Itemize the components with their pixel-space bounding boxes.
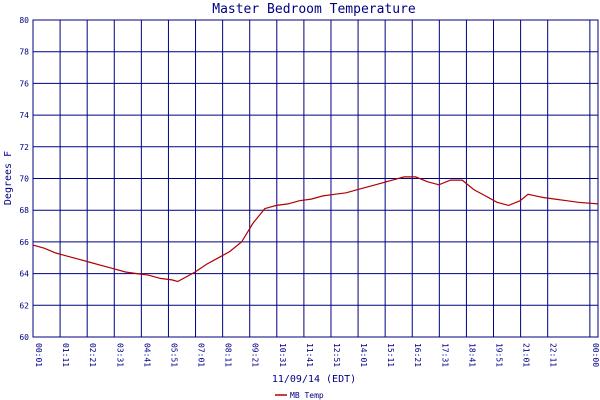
x-tick-label: 07:01 — [197, 343, 206, 367]
x-tick-label: 21:01 — [522, 343, 531, 367]
x-tick-label: 22:11 — [549, 343, 558, 367]
y-tick-label: 68 — [19, 206, 29, 215]
x-tick-label: 12:51 — [332, 343, 341, 367]
y-tick-label: 70 — [19, 175, 29, 184]
x-tick-label: 09:21 — [251, 343, 260, 367]
x-tick-label: 02:21 — [88, 343, 97, 367]
x-tick-label: 05:51 — [169, 343, 178, 367]
y-tick-label: 64 — [19, 270, 29, 279]
x-tick-label: 16:21 — [413, 343, 422, 367]
x-tick-label: 01:11 — [61, 343, 70, 367]
y-tick-label: 60 — [19, 333, 29, 342]
x-tick-label: 14:01 — [359, 343, 368, 367]
chart-title: Master Bedroom Temperature — [212, 2, 416, 17]
y-tick-label: 66 — [19, 238, 29, 247]
x-tick-labels: 00:01 01:11 02:21 03:31 04:41 05:51 07:01 08:11… — [34, 343, 600, 367]
x-tick-label: 04:41 — [142, 343, 151, 367]
x-axis-label: 11/09/14 (EDT) — [272, 374, 356, 385]
y-tick-label: 62 — [19, 301, 29, 310]
x-tick-label: 11:41 — [305, 343, 314, 367]
legend: MB Temp — [275, 391, 324, 400]
x-tick-label: 18:41 — [467, 343, 476, 367]
x-tick-label: 17:31 — [440, 343, 449, 367]
x-tick-label: 00:01 — [34, 343, 43, 367]
grid — [32, 19, 599, 338]
y-tick-label: 76 — [19, 79, 29, 88]
legend-label: MB Temp — [290, 391, 324, 400]
x-tick-label: 08:11 — [224, 343, 233, 367]
y-tick-label: 72 — [19, 143, 29, 152]
series-line-mb-temp — [32, 176, 599, 283]
x-tick-label: 19:51 — [495, 343, 504, 367]
x-tick-label: 10:31 — [278, 343, 287, 367]
x-tick-label: 15:11 — [386, 343, 395, 367]
x-tick-label: 03:31 — [115, 343, 124, 367]
y-tick-label: 80 — [19, 16, 29, 25]
y-tick-labels: 60 62 64 66 68 70 72 74 76 78 80 — [19, 16, 29, 342]
y-tick-label: 74 — [19, 111, 29, 120]
y-axis-label: Degrees F — [3, 151, 14, 205]
x-tick-label: 00:00 — [591, 343, 600, 367]
y-tick-label: 78 — [19, 48, 29, 57]
